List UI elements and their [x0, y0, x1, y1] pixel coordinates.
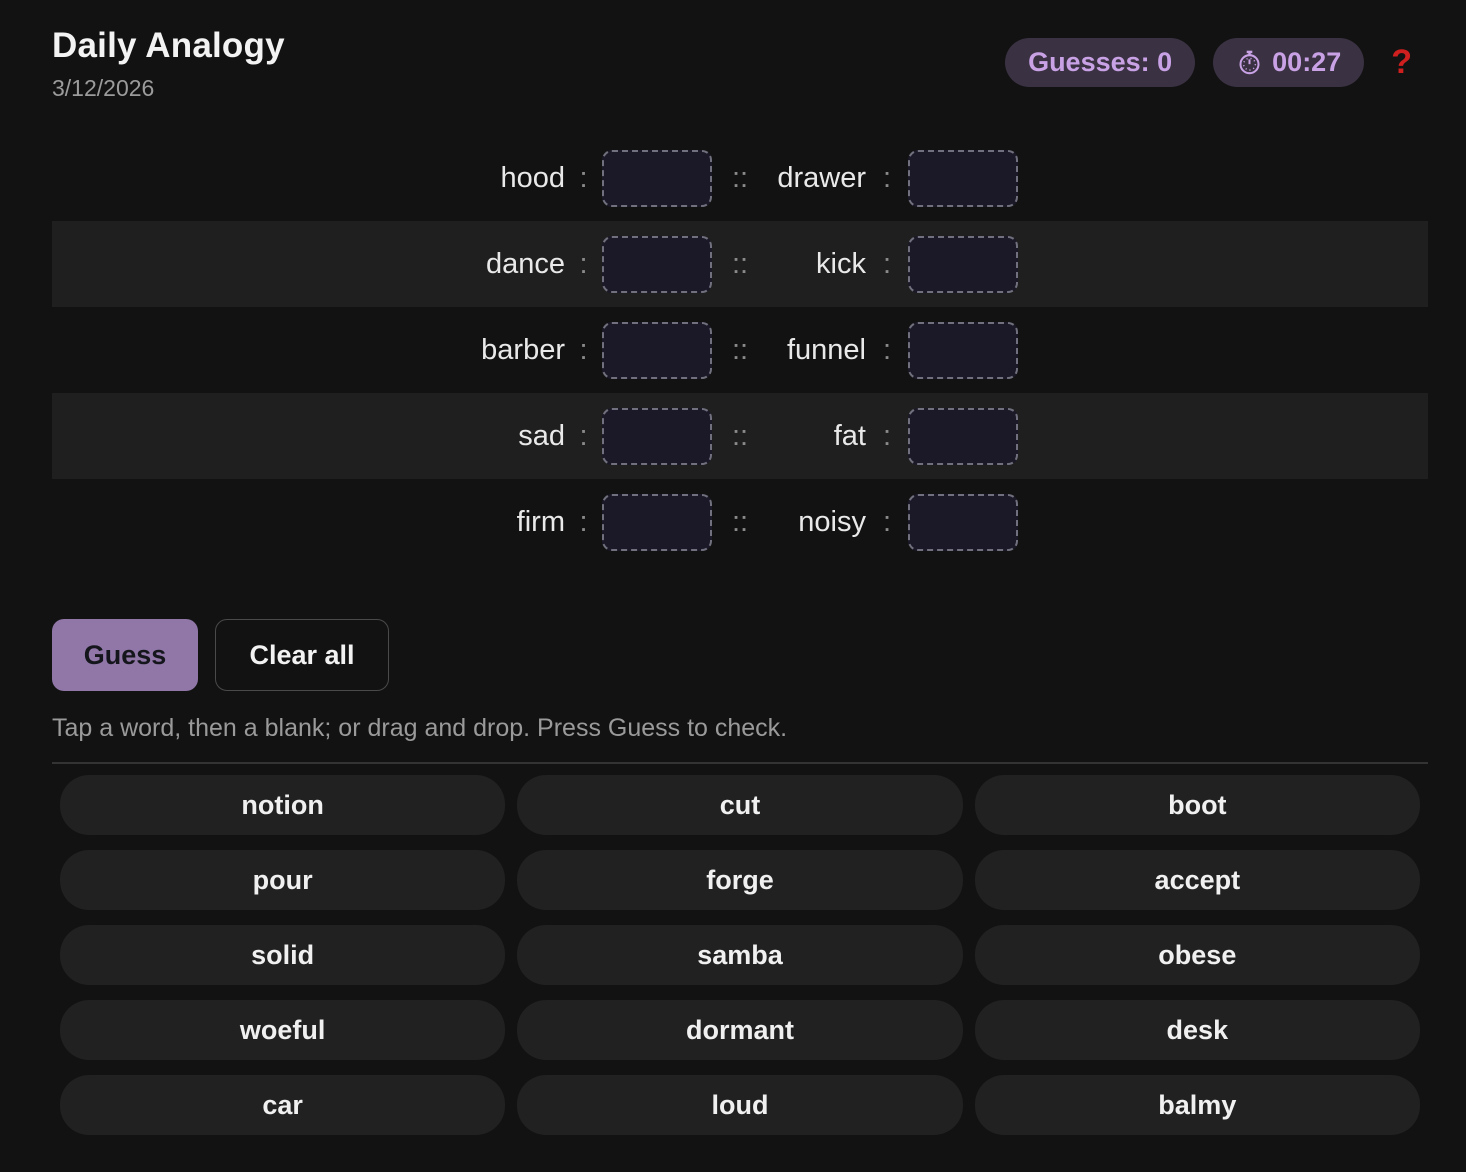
- answer-blank-left[interactable]: [602, 407, 712, 465]
- word-bank: notion cut boot pour forge accept solid …: [60, 775, 1420, 1135]
- divider: [52, 762, 1428, 764]
- page-title: Daily Analogy: [52, 26, 285, 65]
- double-colon-separator: ::: [731, 419, 749, 452]
- analogy-right-word: kick: [816, 247, 866, 280]
- colon-separator: :: [579, 333, 588, 366]
- controls: Guess Clear all: [52, 619, 1466, 691]
- colon-separator: :: [579, 161, 588, 194]
- analogy-right-word: noisy: [798, 505, 866, 538]
- clear-all-button[interactable]: Clear all: [215, 619, 389, 691]
- guesses-badge: Guesses: 0: [1005, 38, 1196, 87]
- word-chip[interactable]: woeful: [60, 1000, 506, 1060]
- answer-blank-right[interactable]: [908, 235, 1018, 293]
- analogy-row: firm : :: noisy :: [52, 479, 1428, 565]
- answer-blank-right[interactable]: [908, 149, 1018, 207]
- double-colon-separator: ::: [731, 505, 749, 538]
- answer-blank-left[interactable]: [602, 149, 712, 207]
- colon-separator: :: [882, 161, 892, 194]
- timer-badge: 00:27: [1213, 38, 1365, 87]
- word-chip[interactable]: notion: [60, 775, 506, 835]
- colon-separator: :: [579, 505, 588, 538]
- answer-blank-right[interactable]: [908, 407, 1018, 465]
- colon-separator: :: [882, 505, 892, 538]
- colon-separator: :: [882, 247, 892, 280]
- answer-blank-right[interactable]: [908, 493, 1018, 551]
- analogy-row: hood : :: drawer :: [52, 135, 1428, 221]
- word-chip[interactable]: forge: [517, 850, 963, 910]
- header: Daily Analogy 3/12/2026 Guesses: 0 00:27…: [0, 0, 1466, 102]
- analogy-right-word: drawer: [777, 161, 866, 194]
- word-chip[interactable]: solid: [60, 925, 506, 985]
- double-colon-separator: ::: [731, 333, 749, 366]
- word-chip[interactable]: loud: [517, 1075, 963, 1135]
- word-chip[interactable]: samba: [517, 925, 963, 985]
- double-colon-separator: ::: [731, 161, 749, 194]
- analogy-rows: hood : :: drawer : dance : :: kick : bar…: [0, 135, 1466, 565]
- analogy-row: barber : :: funnel :: [52, 307, 1428, 393]
- analogy-left-word: barber: [481, 333, 565, 366]
- answer-blank-right[interactable]: [908, 321, 1018, 379]
- colon-separator: :: [579, 247, 588, 280]
- analogy-left-word: hood: [500, 161, 565, 194]
- analogy-left-word: dance: [485, 247, 565, 280]
- word-chip[interactable]: cut: [517, 775, 963, 835]
- word-chip[interactable]: obese: [974, 925, 1420, 985]
- colon-separator: :: [882, 333, 892, 366]
- word-chip[interactable]: boot: [974, 775, 1420, 835]
- stopwatch-icon: [1236, 49, 1263, 76]
- analogy-right-word: fat: [833, 419, 866, 452]
- word-chip[interactable]: dormant: [517, 1000, 963, 1060]
- colon-separator: :: [882, 419, 892, 452]
- answer-blank-left[interactable]: [602, 493, 712, 551]
- hud: Guesses: 0 00:27 ?: [1005, 38, 1412, 87]
- help-icon[interactable]: ?: [1391, 43, 1412, 81]
- analogy-left-word: sad: [518, 419, 565, 452]
- word-chip[interactable]: car: [60, 1075, 506, 1135]
- word-chip[interactable]: balmy: [974, 1075, 1420, 1135]
- puzzle-date: 3/12/2026: [52, 75, 155, 101]
- analogy-left-word: firm: [516, 505, 565, 538]
- word-chip[interactable]: pour: [60, 850, 506, 910]
- word-chip[interactable]: accept: [974, 850, 1420, 910]
- answer-blank-left[interactable]: [602, 321, 712, 379]
- analogy-row: dance : :: kick :: [52, 221, 1428, 307]
- word-chip[interactable]: desk: [974, 1000, 1420, 1060]
- timer-value: 00:27: [1272, 47, 1342, 77]
- guess-button[interactable]: Guess: [52, 619, 198, 691]
- instruction-text: Tap a word, then a blank; or drag and dr…: [52, 714, 788, 742]
- colon-separator: :: [579, 419, 588, 452]
- analogy-row: sad : :: fat :: [52, 393, 1428, 479]
- guesses-count-label: Guesses: 0: [1028, 47, 1173, 77]
- double-colon-separator: ::: [731, 247, 749, 280]
- answer-blank-left[interactable]: [602, 235, 712, 293]
- analogy-right-word: funnel: [786, 333, 866, 366]
